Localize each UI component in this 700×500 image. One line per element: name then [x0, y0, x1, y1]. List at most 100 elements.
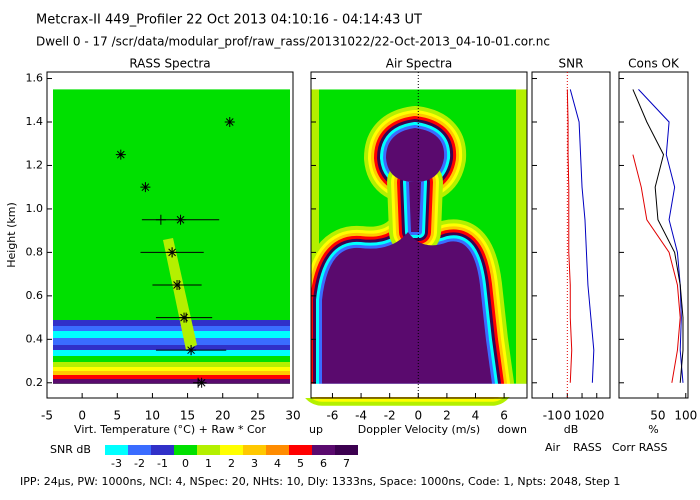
- cor-point: [175, 214, 186, 225]
- x-axis-label: Virt. Temperature (°C) + Raw * Cor: [74, 423, 266, 436]
- x-axis-label: dB: [564, 423, 579, 436]
- colorbar-tick-label: 0: [182, 457, 189, 470]
- x-tick-label: 0: [564, 409, 572, 423]
- clip-mask: [311, 383, 527, 397]
- x-tick-label: 15: [180, 409, 195, 423]
- cor-point: [186, 345, 197, 356]
- colorbar-cell: [151, 445, 174, 455]
- contour-band: [53, 356, 293, 362]
- footer: IPP: 24µs, PW: 1000ns, NCI: 4, NSpec: 20…: [20, 475, 620, 488]
- x-tick-label: 25: [250, 409, 265, 423]
- contour-core: [409, 182, 421, 232]
- colorbar-tick-label: 7: [343, 457, 350, 470]
- y-tick-label: 1.2: [26, 158, 44, 171]
- x-tick-label: 4: [472, 409, 480, 423]
- contour-core: [386, 128, 445, 182]
- y-axis-label: Height (km): [5, 202, 18, 268]
- x-tick-label: 50: [650, 409, 665, 423]
- figure-subtitle: Dwell 0 - 17 /scr/data/modular_prof/raw_…: [36, 35, 550, 49]
- contour-streak: [163, 238, 197, 350]
- colorbar-cell: [266, 445, 289, 455]
- panel-frame: [618, 71, 689, 399]
- colorbar-cell: [220, 445, 243, 455]
- contour-band: [53, 320, 293, 326]
- down-label: down: [497, 423, 527, 436]
- panel-frame: [46, 71, 294, 399]
- x-tick-label: 0: [78, 409, 86, 423]
- cor-point: [172, 279, 183, 290]
- x-tick-label: -6: [326, 409, 338, 423]
- y-tick-label: 0.4: [26, 332, 44, 345]
- colorbar-cell: [105, 445, 128, 455]
- cor-point: [115, 149, 126, 160]
- y-tick-label: 0.2: [26, 376, 44, 389]
- x-axis-label: %: [648, 423, 658, 436]
- colorbar-cell: [197, 445, 220, 455]
- cor-point: [167, 247, 178, 258]
- x-tick-label: 0: [414, 409, 422, 423]
- x-tick-label: -2: [384, 409, 396, 423]
- colorbar-cell: [289, 445, 312, 455]
- colorbar-tick-label: -3: [111, 457, 122, 470]
- x-tick-label: 5: [113, 409, 121, 423]
- y-tick-label: 1.4: [26, 115, 44, 128]
- contour-band: [516, 89, 527, 384]
- contour-core: [322, 232, 492, 384]
- series-line: [638, 89, 684, 383]
- figure-title: Metcrax-II 449_Profiler 22 Oct 2013 04:1…: [36, 13, 422, 28]
- up-label: up: [309, 423, 323, 436]
- colorbar-tick-label: 4: [274, 457, 281, 470]
- colorbar-cell: [128, 445, 151, 455]
- colorbar-tick-label: 2: [228, 457, 235, 470]
- contour-band: [53, 350, 293, 356]
- x-tick-label: -5: [41, 409, 53, 423]
- panel-title: Cons OK: [628, 57, 680, 71]
- colorbar-tick-label: 6: [320, 457, 327, 470]
- contour-band: [53, 367, 293, 371]
- y-tick-label: 1.0: [26, 202, 44, 215]
- x-tick-label: -4: [355, 409, 367, 423]
- series-line: [632, 154, 681, 383]
- x-tick-label: 20: [215, 409, 230, 423]
- panel-title: RASS Spectra: [129, 57, 210, 71]
- contour-band: [53, 362, 293, 367]
- colorbar-tick-label: -2: [134, 457, 145, 470]
- x-axis-label: Doppler Velocity (m/s): [358, 423, 480, 436]
- colorbar-cell: [312, 445, 335, 455]
- contour-band: [53, 326, 293, 331]
- series-line: [632, 89, 684, 383]
- cor-point: [196, 377, 207, 388]
- contour-band: [311, 89, 319, 384]
- contour-band: [53, 338, 293, 345]
- x-tick-label: 100: [674, 409, 697, 423]
- cor-point: [140, 182, 151, 193]
- colorbar-tick-label: -1: [157, 457, 168, 470]
- colorbar-cell: [174, 445, 197, 455]
- y-tick-label: 0.6: [26, 289, 44, 302]
- legend-entry: Air: [545, 441, 561, 454]
- colorbar-tick-label: 5: [297, 457, 304, 470]
- colorbar-cell: [335, 445, 358, 455]
- legend-entry: RASS: [573, 441, 602, 454]
- colorbar-tick-label: 1: [205, 457, 212, 470]
- x-tick-label: 20: [589, 409, 604, 423]
- x-tick-label: 10: [145, 409, 160, 423]
- y-tick-label: 1.6: [26, 72, 44, 85]
- y-tick-label: 0.8: [26, 245, 44, 258]
- panel-title: Air Spectra: [386, 57, 453, 71]
- clip-mask: [290, 72, 311, 398]
- panel-frame: [310, 71, 528, 399]
- contour-band: [53, 371, 293, 375]
- x-tick-label: 30: [285, 409, 300, 423]
- panel-frame: [531, 71, 611, 399]
- x-tick-label: 6: [500, 409, 508, 423]
- clip-mask: [311, 73, 527, 90]
- series-line: [566, 89, 573, 383]
- x-tick-label: -10: [543, 409, 563, 423]
- raw-point: [155, 214, 166, 225]
- series-line: [569, 89, 595, 383]
- colorbar-label: SNR dB: [50, 443, 91, 456]
- x-tick-label: 2: [443, 409, 451, 423]
- colorbar-tick-label: 3: [251, 457, 258, 470]
